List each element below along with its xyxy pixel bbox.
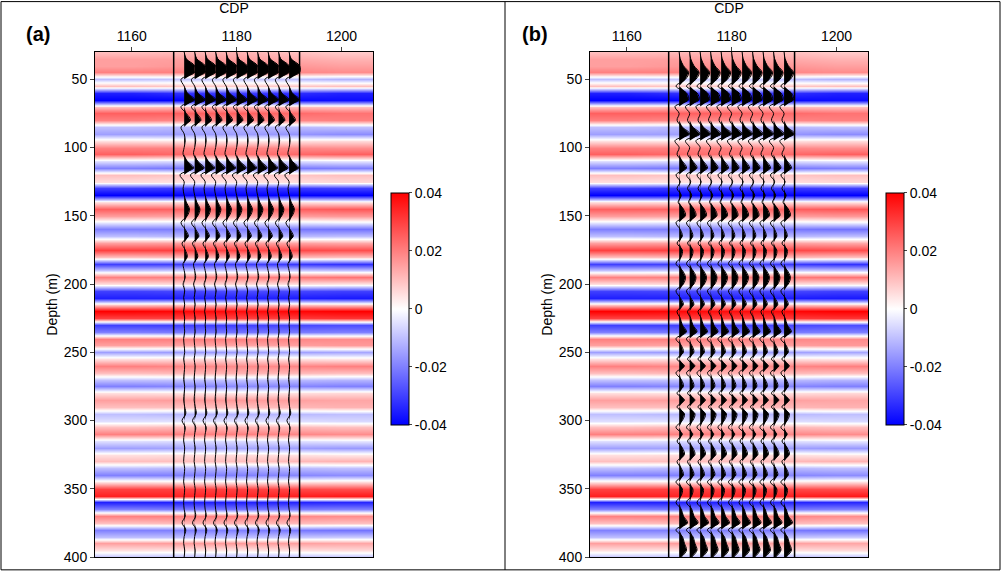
svg-text:300: 300 xyxy=(64,412,88,428)
svg-text:1160: 1160 xyxy=(612,28,642,44)
svg-text:1180: 1180 xyxy=(222,28,252,44)
svg-text:50: 50 xyxy=(567,71,583,87)
svg-text:100: 100 xyxy=(559,139,583,155)
svg-text:1200: 1200 xyxy=(326,28,357,44)
svg-text:(b): (b) xyxy=(522,23,548,45)
svg-text:(a): (a) xyxy=(26,23,50,45)
svg-text:250: 250 xyxy=(559,344,583,360)
svg-text:1160: 1160 xyxy=(117,28,147,44)
svg-text:CDP: CDP xyxy=(219,0,249,16)
svg-text:100: 100 xyxy=(64,139,88,155)
svg-text:-0.04: -0.04 xyxy=(415,417,447,433)
svg-text:350: 350 xyxy=(64,481,88,497)
svg-text:200: 200 xyxy=(559,276,583,292)
svg-text:0.04: 0.04 xyxy=(415,185,442,201)
svg-text:0: 0 xyxy=(415,301,423,317)
svg-text:-0.04: -0.04 xyxy=(910,417,942,433)
svg-text:250: 250 xyxy=(64,344,88,360)
svg-text:400: 400 xyxy=(64,549,88,565)
svg-text:150: 150 xyxy=(559,208,583,224)
svg-text:1180: 1180 xyxy=(717,28,747,44)
svg-text:-0.02: -0.02 xyxy=(910,359,942,375)
svg-text:50: 50 xyxy=(72,71,88,87)
svg-text:0.02: 0.02 xyxy=(910,243,937,259)
svg-text:-0.02: -0.02 xyxy=(415,359,447,375)
svg-text:0.04: 0.04 xyxy=(910,185,937,201)
svg-text:CDP: CDP xyxy=(714,0,744,16)
svg-text:Depth (m): Depth (m) xyxy=(539,273,555,335)
svg-text:1200: 1200 xyxy=(821,28,852,44)
svg-text:Depth (m): Depth (m) xyxy=(44,273,60,335)
svg-text:0.02: 0.02 xyxy=(415,243,442,259)
svg-text:300: 300 xyxy=(559,412,583,428)
svg-text:350: 350 xyxy=(559,481,583,497)
svg-text:400: 400 xyxy=(559,549,583,565)
svg-text:0: 0 xyxy=(910,301,918,317)
svg-text:200: 200 xyxy=(64,276,88,292)
svg-text:150: 150 xyxy=(64,208,88,224)
